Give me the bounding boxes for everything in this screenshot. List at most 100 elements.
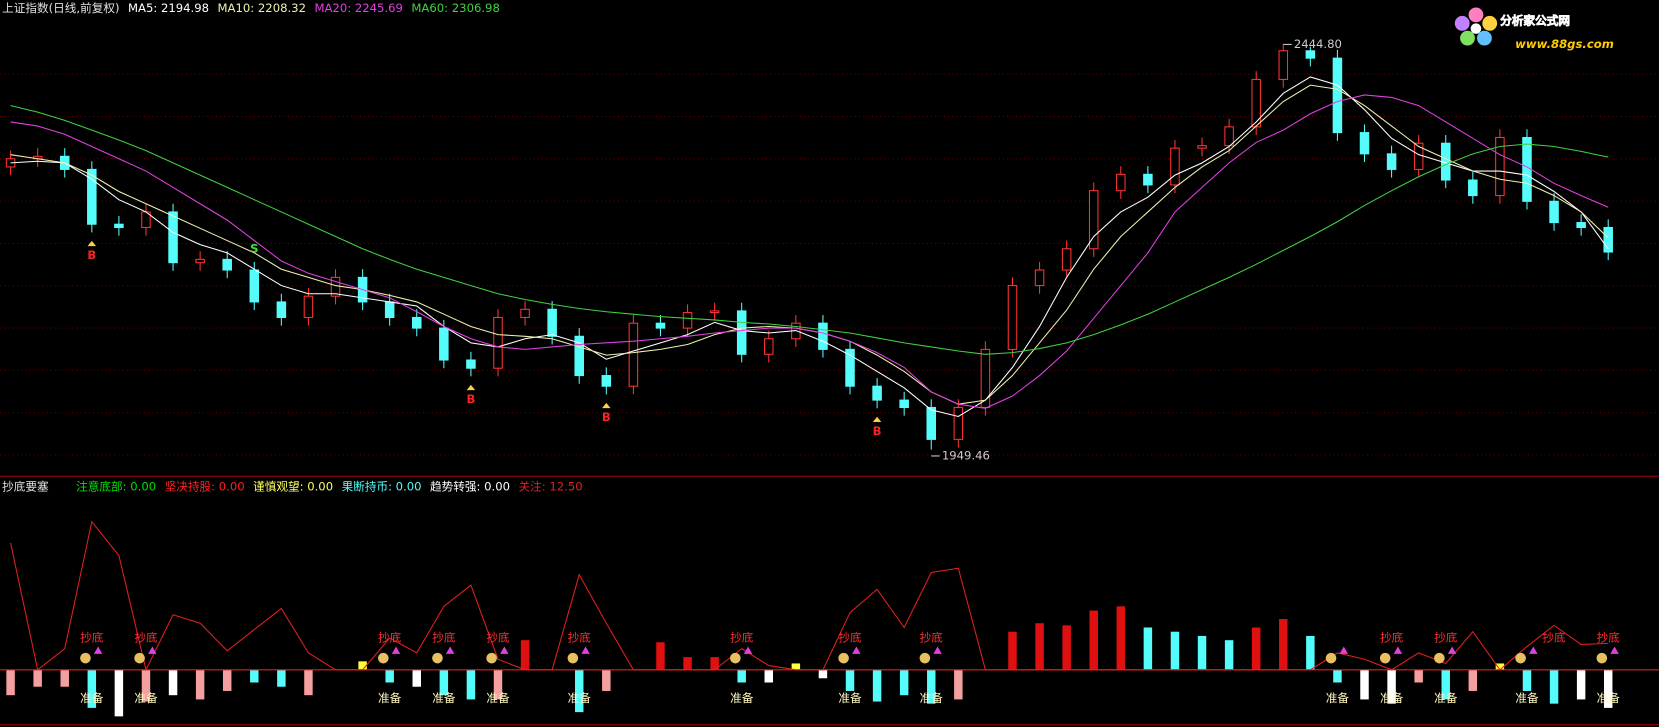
money-bag-icon [838, 652, 849, 664]
ready-signal: 准备 [1326, 691, 1350, 705]
indicator-bar [1062, 625, 1071, 670]
candle-body [980, 348, 991, 408]
candle-body [1007, 285, 1018, 350]
buy-signal: B [87, 248, 96, 262]
indicator-bar [574, 669, 584, 713]
candle-body [1468, 179, 1478, 197]
candle-body [303, 295, 314, 319]
bottom-signal: 抄底 [378, 631, 402, 645]
candle-body [1386, 153, 1397, 170]
indicator-bar [710, 657, 719, 670]
buy-arrow [602, 402, 611, 409]
candle-body [818, 322, 828, 350]
candle-body [1549, 200, 1559, 224]
bottom-signal: 抄底 [730, 631, 754, 645]
ready-signal: 准备 [1597, 691, 1621, 705]
indicator-bar [1170, 631, 1180, 670]
candle-body [1332, 57, 1343, 134]
candle-body [1305, 50, 1316, 59]
candle-body [872, 385, 882, 401]
money-bag-icon [80, 652, 91, 664]
ready-signal: 准备 [838, 691, 862, 705]
indicator-bar [1468, 669, 1478, 691]
ready-signal: 准备 [378, 691, 402, 705]
money-bag-icon [567, 652, 579, 664]
candle-body [1143, 173, 1153, 186]
indicator-bar [195, 669, 205, 700]
money-bag-icon [1596, 652, 1608, 664]
petal [1482, 15, 1498, 31]
money-bag-icon [1325, 652, 1337, 664]
indicator-bar [114, 669, 124, 717]
indicator-bar [954, 669, 963, 700]
ready-signal: 准备 [432, 691, 456, 705]
candle-body [1522, 136, 1532, 202]
candle-body [384, 301, 395, 319]
money-bag-icon [134, 652, 145, 664]
indicator-bar [1116, 606, 1126, 670]
indicator-bar [764, 669, 774, 683]
bottom-signal: 抄底 [1380, 631, 1404, 645]
ma-legend: MA20: 2245.69 [314, 1, 402, 15]
bottom-signal: 抄底 [486, 631, 510, 645]
money-bag-icon [486, 652, 497, 664]
max-label: 2444.80 [1294, 37, 1342, 51]
money-bag-icon [1515, 652, 1526, 664]
indicator-bar [1251, 627, 1261, 670]
candle-body [222, 258, 232, 271]
candle-body [1495, 136, 1505, 197]
candle-body [736, 310, 747, 355]
candle-body [845, 348, 855, 387]
ma-line [10, 105, 1609, 355]
buy-arrow [872, 416, 882, 423]
indicator-legend: 果断持币: 0.00 [342, 479, 422, 493]
candle-body [114, 223, 124, 229]
ready-signal: 准备 [920, 691, 944, 705]
ma-line [10, 94, 1609, 409]
buy-arrow [87, 240, 97, 247]
candle-body [1278, 50, 1289, 80]
indicator-bar [1143, 627, 1153, 670]
indicator-bar [1387, 669, 1396, 704]
money-bag-icon [1379, 652, 1391, 664]
buy-signal: B [602, 410, 611, 424]
indicator-bar [1549, 669, 1559, 704]
money-bag-icon [1434, 652, 1445, 664]
sell-signal: S [250, 242, 258, 256]
indicator-bar [1333, 669, 1342, 683]
indicator-bar [602, 669, 611, 691]
petal [1454, 15, 1470, 31]
indicator-bar [1414, 669, 1423, 683]
ready-triangle [1610, 646, 1619, 654]
indicator-bar [141, 669, 151, 702]
indicator-bar [358, 661, 367, 670]
indicator-bar [412, 669, 421, 687]
ready-signal: 准备 [1515, 691, 1539, 705]
indicator-bar [277, 669, 286, 687]
ready-triangle [743, 646, 753, 654]
candle-body [411, 316, 422, 329]
candle-body [628, 322, 639, 387]
candle-body [547, 308, 557, 337]
candle-body [926, 406, 937, 440]
candle-body [1170, 147, 1180, 186]
money-bag-icon [730, 652, 741, 664]
indicator-bar [1224, 640, 1234, 670]
candle-body [87, 168, 97, 225]
indicator-bar [439, 669, 449, 696]
ready-triangle [500, 646, 509, 654]
logo-flower [1454, 7, 1498, 46]
indicator-bar [520, 640, 530, 670]
bottom-signal: 抄底 [920, 631, 944, 645]
candle-body [953, 406, 964, 440]
buy-arrow [466, 384, 476, 391]
indicator-legend: 谨慎观望: 0.00 [253, 479, 333, 493]
indicator-bar [1495, 663, 1505, 670]
buy-signal: B [466, 392, 475, 406]
indicator-bar [304, 669, 313, 696]
candle-body [574, 335, 584, 377]
indicator-legend: 注意底部: 0.00 [76, 479, 156, 493]
candle-body [330, 276, 341, 297]
candle-body [1359, 132, 1370, 155]
petal [1477, 30, 1492, 46]
